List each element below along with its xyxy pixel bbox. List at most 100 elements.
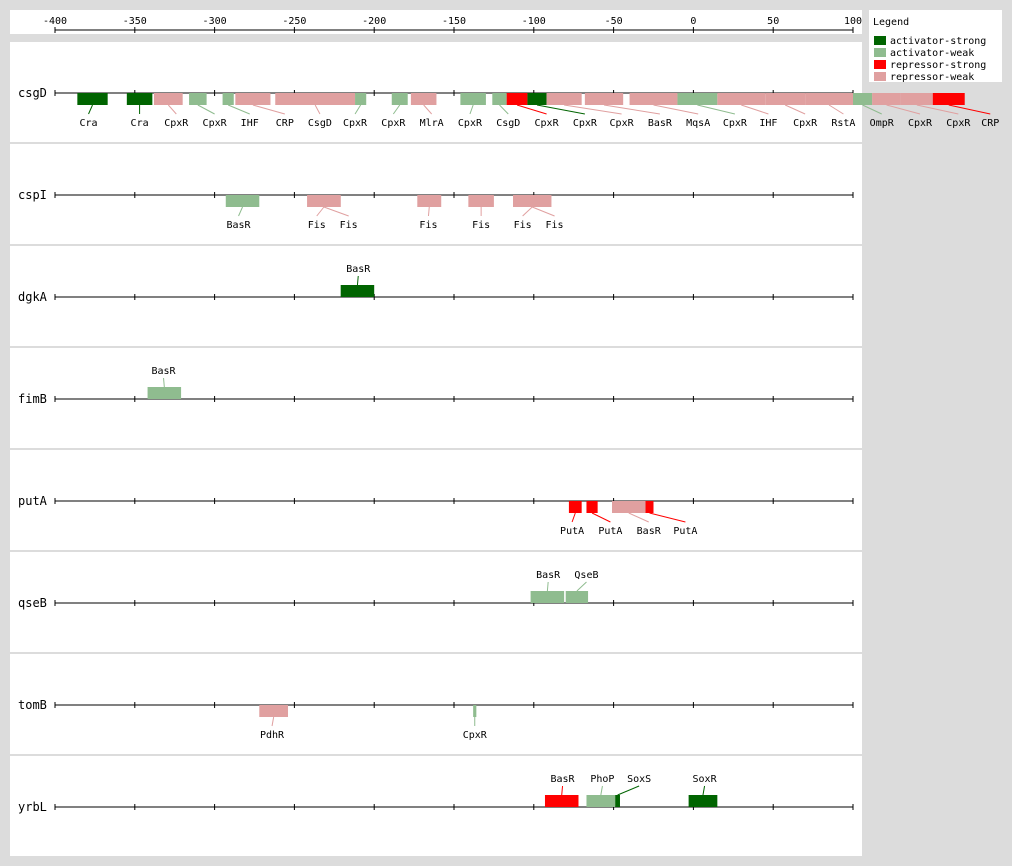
axis-tick-label: -300: [203, 16, 227, 27]
gene-panel: [10, 348, 862, 448]
site-label: MlrA: [420, 118, 444, 129]
site-connector: [948, 104, 991, 115]
site-connector: [197, 104, 215, 115]
site-connector: [423, 104, 433, 115]
site-box: [355, 93, 367, 105]
site-connector: [522, 206, 533, 217]
site-box: [530, 591, 565, 603]
site-connector: [576, 581, 587, 592]
site-connector: [649, 512, 686, 523]
gene-rows: csgD Cra Cra CpxR CpxR IHF CRP CsgD CpxR CpxR MlrA…: [10, 42, 999, 856]
gene-panel: [10, 654, 862, 754]
site-connector: [323, 206, 349, 217]
gene-panel: [10, 756, 862, 856]
site-connector: [238, 206, 243, 217]
site-box: [225, 195, 260, 207]
site-connector: [516, 104, 547, 115]
site-connector: [828, 104, 844, 115]
site-box: [189, 93, 207, 105]
gene-name: fimB: [18, 392, 47, 406]
legend-swatch: [874, 72, 886, 81]
gene-name: csgD: [18, 86, 47, 100]
gene-row-qseB: qseB BasR QseB: [10, 552, 862, 652]
site-label: CsgD: [308, 118, 332, 129]
site-box: [900, 93, 933, 105]
gene-panel: [10, 42, 862, 142]
site-box: [153, 93, 183, 105]
site-box: [688, 795, 718, 807]
site-label: BasR: [226, 220, 251, 231]
site-connector: [784, 104, 806, 115]
axis-tick-label: -50: [605, 16, 623, 27]
legend-item-label: activator-strong: [890, 36, 986, 47]
site-label: CpxR: [908, 118, 933, 129]
axis-tick-label: -350: [123, 16, 147, 27]
site-box: [568, 501, 582, 513]
site-connector: [886, 104, 921, 115]
site-label: QseB: [574, 570, 598, 581]
site-connector: [167, 104, 177, 115]
site-label: IHF: [759, 118, 777, 129]
legend-title: Legend: [873, 17, 909, 28]
site-label: PutA: [673, 526, 697, 537]
gene-name: putA: [18, 494, 48, 508]
site-connector: [916, 104, 959, 115]
axis-tick-label: 50: [767, 16, 779, 27]
site-box: [147, 387, 182, 399]
site-connector: [392, 104, 401, 115]
site-label: CpxR: [946, 118, 971, 129]
site-label: OmpR: [870, 118, 895, 129]
gene-name: dgkA: [18, 290, 48, 304]
site-box: [765, 93, 806, 105]
site-label: CpxR: [203, 118, 228, 129]
site-label: BasR: [536, 570, 561, 581]
site-box: [473, 705, 477, 717]
gene-row-cspI: cspI BasR Fis Fis Fis Fis Fis Fis: [10, 144, 862, 244]
gene-row-dgkA: dgkA BasR: [10, 246, 862, 346]
site-label: CpxR: [463, 730, 488, 741]
site-connector: [469, 104, 474, 115]
site-box: [544, 795, 579, 807]
site-label: PutA: [598, 526, 622, 537]
gene-name: yrbL: [18, 800, 47, 814]
site-label: PhoP: [590, 774, 614, 785]
site-box: [275, 93, 356, 105]
site-box: [586, 501, 598, 513]
gene-row-putA: putA PutA PutA BasR PutA: [10, 450, 862, 550]
site-label: BasR: [151, 366, 176, 377]
site-label: Fis: [340, 220, 358, 231]
legend-item-label: repressor-weak: [890, 72, 974, 83]
site-box: [307, 195, 341, 207]
site-box: [417, 195, 442, 207]
site-box: [677, 93, 718, 105]
site-label: PutA: [560, 526, 584, 537]
gene-row-fimB: fimB BasR: [10, 348, 862, 448]
site-box: [410, 93, 437, 105]
site-connector: [427, 206, 430, 217]
legend-swatch: [874, 36, 886, 45]
site-connector: [271, 716, 275, 727]
site-connector: [499, 104, 509, 115]
site-connector: [697, 104, 736, 115]
legend-box: [869, 10, 1002, 82]
legend: Legend activator-strongactivator-weakrep…: [869, 10, 1002, 83]
site-box: [629, 93, 678, 105]
site-box: [717, 93, 766, 105]
gene-row-csgD: csgD Cra Cra CpxR CpxR IHF CRP CsgD CpxR CpxR MlrA…: [10, 42, 999, 142]
site-label: CpxR: [723, 118, 748, 129]
site-box: [586, 795, 616, 807]
site-label: CpxR: [535, 118, 560, 129]
site-label: Cra: [79, 118, 97, 129]
axis-tick-label: -150: [442, 16, 466, 27]
site-box: [340, 285, 375, 297]
site-connector: [702, 785, 706, 796]
axis-tick-label: 0: [690, 16, 696, 27]
site-connector: [741, 104, 769, 115]
site-label: Fis: [546, 220, 564, 231]
site-connector: [571, 512, 576, 523]
site-connector: [546, 581, 549, 592]
gene-row-yrbL: yrbL BasR PhoP SoxS SoxR: [10, 756, 862, 856]
site-label: BasR: [648, 118, 673, 129]
site-label: Fis: [514, 220, 532, 231]
